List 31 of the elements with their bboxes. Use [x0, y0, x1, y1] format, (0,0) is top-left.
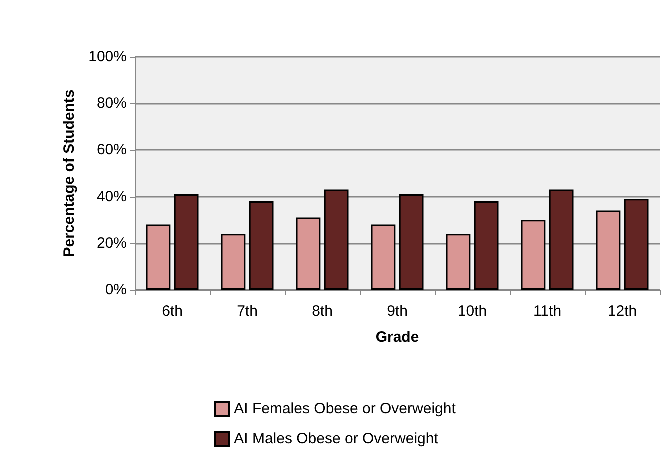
x-axis-title: Grade — [376, 329, 420, 346]
bar — [596, 210, 621, 290]
y-tick-label: 0% — [105, 282, 127, 298]
x-tick-label: 10th — [458, 303, 488, 320]
bar — [624, 199, 649, 290]
y-tick-label: 100% — [88, 48, 127, 66]
y-tick-label: 80% — [96, 95, 127, 112]
bar — [324, 190, 349, 290]
bar — [399, 194, 424, 290]
x-tick-label: 12th — [608, 303, 638, 320]
bar — [146, 224, 171, 290]
y-tick-label: 20% — [96, 234, 127, 252]
bar — [221, 234, 246, 290]
x-tick-label: 7th — [237, 303, 258, 320]
bar — [474, 201, 499, 290]
x-tick-label: 6th — [162, 303, 183, 320]
y-tick-label: 40% — [96, 188, 127, 206]
x-tick-label: 9th — [387, 303, 408, 320]
bar — [371, 224, 396, 290]
y-axis-title: Percentage of Students — [61, 90, 78, 258]
legend-label: AI Females Obese or Overweight — [234, 400, 457, 418]
y-tick-label: 60% — [96, 142, 127, 159]
bar — [549, 190, 574, 290]
x-tick-label: 8th — [312, 303, 333, 320]
bar — [446, 234, 471, 290]
legend-label: AI Males Obese or Overweight — [234, 430, 440, 448]
bar — [174, 194, 199, 290]
bar — [296, 218, 321, 290]
bar — [521, 220, 546, 290]
x-tick-label: 11th — [533, 303, 562, 320]
bar — [249, 201, 274, 290]
